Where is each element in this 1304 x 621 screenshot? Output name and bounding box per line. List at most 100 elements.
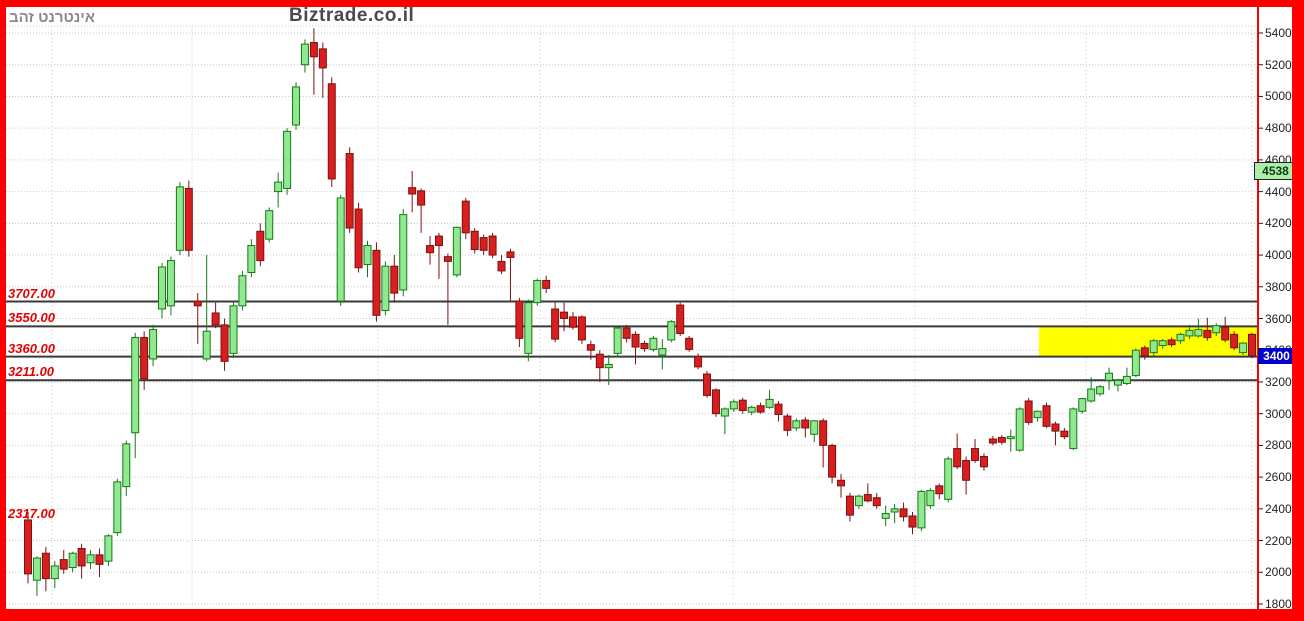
candle-up [149, 329, 158, 360]
candle-up [881, 513, 890, 519]
candle-down [971, 448, 980, 461]
candle-down [703, 373, 712, 396]
candle-up [613, 327, 622, 354]
candle-down [24, 519, 32, 575]
candle-up [1113, 379, 1122, 386]
candle-down [318, 48, 327, 69]
candle-down [95, 554, 104, 565]
candle-up [452, 226, 461, 276]
candle-up [381, 265, 390, 312]
candle-down [979, 455, 988, 468]
candle-down [515, 300, 524, 339]
y-axis-tick-label: 4800 [1265, 121, 1292, 136]
candle-up [68, 552, 77, 569]
candle-up [1194, 329, 1203, 337]
candle-up [229, 305, 238, 354]
candle-up [104, 535, 113, 562]
candle-down [783, 415, 792, 431]
candle-down [41, 552, 50, 580]
candle-down [1248, 333, 1256, 357]
candle-down [1060, 430, 1069, 438]
y-axis-tick-label: 2000 [1265, 565, 1292, 580]
candle-up [122, 443, 131, 488]
candle-up [274, 181, 283, 193]
candle-up [1158, 340, 1167, 346]
candle-up [283, 130, 292, 189]
candle-down [899, 508, 908, 518]
candle-down [577, 316, 586, 341]
candle-down [837, 479, 846, 487]
candle-down [1230, 333, 1239, 349]
candle-down [828, 444, 837, 478]
candle-down [488, 235, 497, 256]
candle-up [113, 481, 122, 534]
candle-down [560, 311, 569, 319]
candle-down [774, 403, 783, 415]
candle-up [747, 406, 756, 413]
candle-down [711, 389, 720, 415]
candle-up [524, 302, 533, 354]
candle-up [166, 260, 175, 307]
candle-down [872, 497, 881, 507]
candle-up [1006, 436, 1015, 440]
candle-up [1176, 333, 1185, 342]
candle-down [1140, 347, 1149, 357]
candle-up [399, 214, 408, 291]
candle-down [140, 337, 149, 380]
y-axis-tick-label: 2200 [1265, 533, 1292, 548]
candle-down [408, 187, 417, 195]
candle-down [1167, 339, 1176, 346]
candle-down [676, 304, 685, 335]
candle-down [595, 353, 604, 369]
candle-up [649, 337, 658, 350]
candle-down [309, 42, 318, 58]
candle-down [479, 237, 488, 251]
candle-down [819, 420, 828, 446]
ticker-title: אינטרנט זהב [9, 9, 96, 26]
candle-down [417, 190, 426, 206]
candle-up [50, 565, 59, 580]
candle-down [1051, 423, 1060, 432]
candle-up [1069, 408, 1078, 450]
y-axis-tick-label: 4000 [1265, 248, 1292, 263]
y-axis-tick-label: 3200 [1265, 374, 1292, 389]
price-badge-last: 3400 [1258, 348, 1295, 364]
candle-up [926, 490, 935, 507]
candle-up [1122, 375, 1131, 385]
candle-down [211, 312, 220, 326]
candle-down [640, 342, 649, 350]
candle-down [568, 316, 577, 328]
y-axis-tick-label: 5400 [1265, 26, 1292, 40]
candle-down [256, 230, 265, 262]
candle-down [1042, 405, 1051, 427]
y-axis-tick-label: 2600 [1265, 470, 1292, 485]
candle-up [32, 557, 41, 581]
candle-down [461, 200, 470, 234]
candle-up [792, 420, 801, 429]
candle-down [345, 153, 354, 229]
candle-up [890, 508, 899, 513]
price-level-label: 3550.00 [8, 310, 55, 326]
candle-down [184, 187, 193, 251]
candle-up [810, 420, 819, 435]
candle-down [622, 327, 631, 339]
candle-down [443, 256, 452, 262]
candle-down [470, 230, 479, 251]
candle-up [1131, 349, 1140, 377]
candle-up [1149, 340, 1158, 354]
candle-down [962, 459, 971, 481]
candle-down [426, 245, 435, 254]
candle-down [506, 251, 515, 258]
candle-up [158, 266, 167, 310]
candle-down [997, 436, 1006, 443]
candle-down [551, 308, 560, 340]
candle-up [265, 210, 274, 240]
candle-down [631, 333, 640, 348]
candle-down [390, 265, 399, 294]
candle-up [175, 186, 184, 251]
y-axis-tick-label: 5000 [1265, 89, 1292, 104]
candle-down [685, 337, 694, 350]
candle-up [336, 197, 345, 302]
candle-up [604, 363, 613, 369]
